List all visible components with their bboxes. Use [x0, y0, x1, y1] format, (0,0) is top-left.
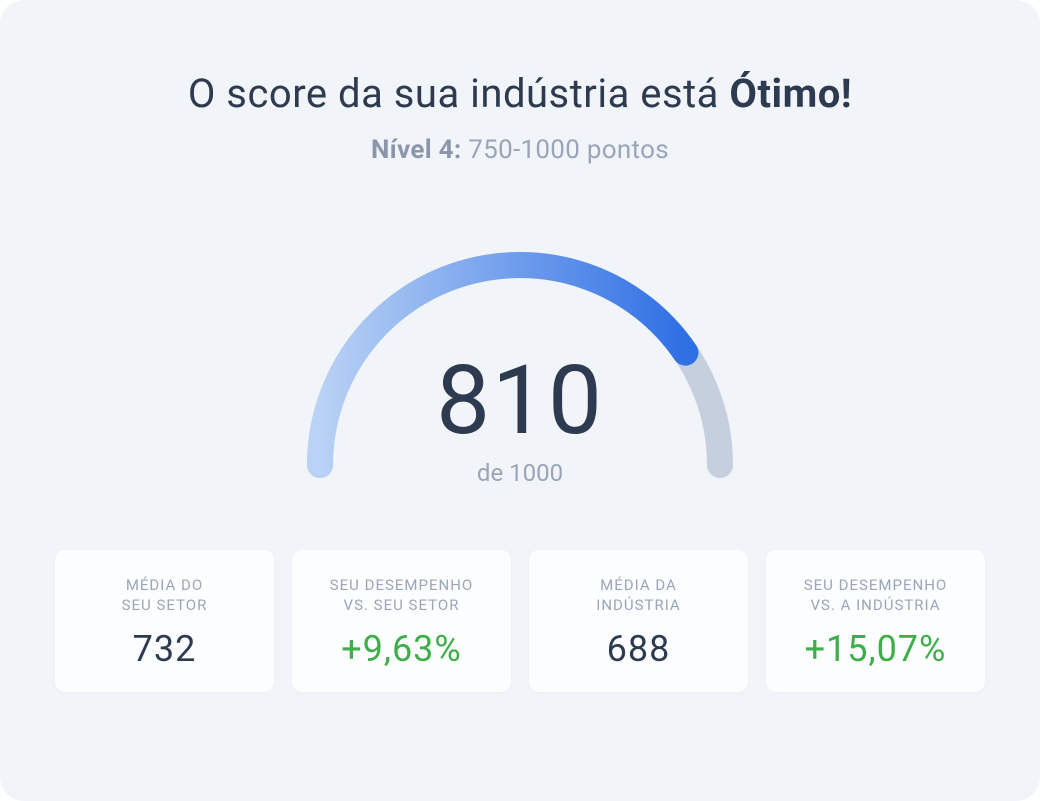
gauge-value: 810: [436, 353, 604, 449]
gauge: 810 de 1000: [280, 215, 760, 495]
stat-vs-sector: SEU DESEMPENHO VS. SEU SETOR +9,63%: [292, 550, 511, 692]
stat-value: 732: [67, 628, 262, 670]
title-highlight: Ótimo!: [729, 70, 852, 117]
subtitle-range: 750-1000 pontos: [462, 135, 669, 165]
stat-label: MÉDIA DO SEU SETOR: [67, 574, 262, 616]
stat-label: SEU DESEMPENHO VS. SEU SETOR: [304, 574, 499, 616]
stat-value: +15,07%: [778, 628, 973, 670]
stat-label: MÉDIA DA INDÚSTRIA: [541, 574, 736, 616]
title-prefix: O score da sua indústria está: [188, 70, 730, 117]
gauge-sub-label: de 1000: [436, 459, 604, 487]
stat-industry-avg: MÉDIA DA INDÚSTRIA 688: [529, 550, 748, 692]
stat-value: 688: [541, 628, 736, 670]
subtitle-level: Nível 4:: [371, 135, 461, 165]
card-title: O score da sua indústria está Ótimo!: [188, 70, 852, 117]
gauge-center: 810 de 1000: [436, 353, 604, 495]
stat-vs-industry: SEU DESEMPENHO VS. A INDÚSTRIA +15,07%: [766, 550, 985, 692]
stat-sector-avg: MÉDIA DO SEU SETOR 732: [55, 550, 274, 692]
score-card: O score da sua indústria está Ótimo! Nív…: [0, 0, 1040, 801]
stats-row: MÉDIA DO SEU SETOR 732 SEU DESEMPENHO VS…: [55, 550, 985, 692]
stat-label: SEU DESEMPENHO VS. A INDÚSTRIA: [778, 574, 973, 616]
stat-value: +9,63%: [304, 628, 499, 670]
card-subtitle: Nível 4: 750-1000 pontos: [371, 135, 669, 165]
